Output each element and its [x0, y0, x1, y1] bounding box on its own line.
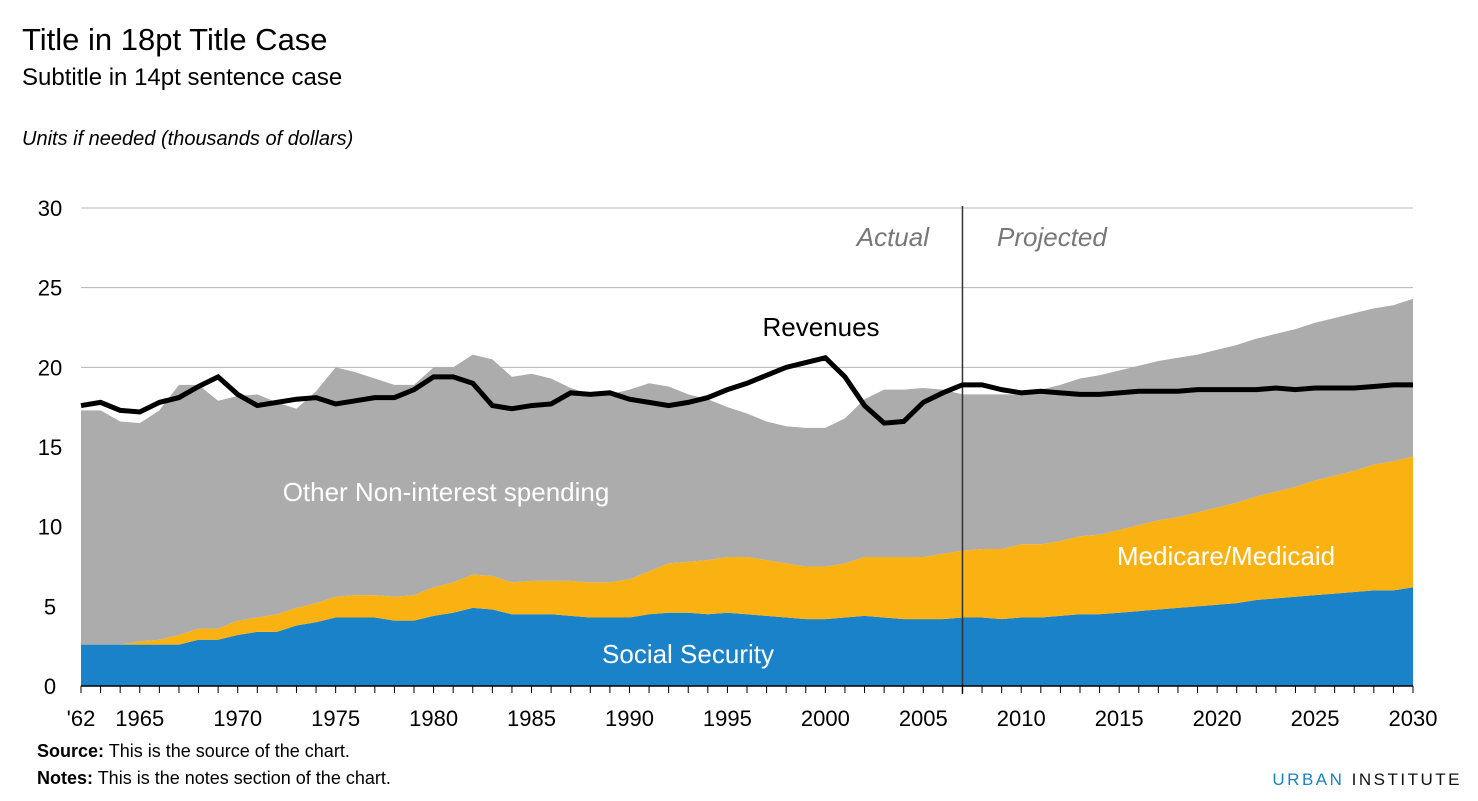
- notes-note: Notes: This is the notes section of the …: [37, 768, 391, 789]
- y-tick-label: 10: [38, 515, 62, 540]
- area-other-non-interest-spending: [81, 298, 1413, 645]
- source-label: Source:: [37, 741, 105, 761]
- x-tick-label: 1985: [507, 706, 556, 731]
- series-label-revenues: Revenues: [762, 312, 879, 342]
- units-label: Units if needed (thousands of dollars): [22, 128, 354, 150]
- divider-label-actual: Actual: [855, 222, 930, 252]
- x-tick-label: 1995: [703, 706, 752, 731]
- x-tick-label: 2030: [1389, 706, 1438, 731]
- x-tick-label: 1980: [409, 706, 458, 731]
- notes-text: This is the notes section of the chart.: [93, 768, 391, 788]
- x-tick-label: 2025: [1291, 706, 1340, 731]
- y-tick-label: 5: [44, 594, 56, 619]
- x-tick-label: 2020: [1193, 706, 1242, 731]
- source-note: Source: This is the source of the chart.: [37, 741, 350, 762]
- source-text: This is the source of the chart.: [104, 741, 350, 761]
- x-tick-label: 1965: [115, 706, 164, 731]
- area-medicare-medicaid: [81, 456, 1413, 645]
- series-label-medicare: Medicare/Medicaid: [1117, 541, 1335, 571]
- y-tick-label: 30: [38, 196, 62, 221]
- y-tick-label: 25: [38, 276, 62, 301]
- x-tick-label: 2000: [801, 706, 850, 731]
- x-tick-label: 2005: [899, 706, 948, 731]
- x-tick-label: 1970: [213, 706, 262, 731]
- y-tick-label: 15: [38, 435, 62, 460]
- chart-subtitle: Subtitle in 14pt sentence case: [22, 64, 343, 91]
- notes-label: Notes:: [37, 768, 94, 788]
- y-tick-label: 20: [38, 355, 62, 380]
- y-tick-label: 0: [44, 674, 56, 699]
- series-label-other: Other Non-interest spending: [283, 477, 610, 507]
- urban-institute-logo: URBAN INSTITUTE: [1272, 770, 1462, 789]
- chart-title: Title in 18pt Title Case: [22, 22, 328, 57]
- x-tick-label: 2010: [997, 706, 1046, 731]
- x-tick-label: 1990: [605, 706, 654, 731]
- x-tick-label: 2015: [1095, 706, 1144, 731]
- area-social-security: [81, 587, 1413, 686]
- x-tick-label: '62: [67, 706, 96, 731]
- series-label-social-security: Social Security: [602, 639, 774, 669]
- x-tick-label: 1975: [311, 706, 360, 731]
- divider-label-projected: Projected: [997, 222, 1108, 252]
- revenues-line: [80, 355, 1413, 426]
